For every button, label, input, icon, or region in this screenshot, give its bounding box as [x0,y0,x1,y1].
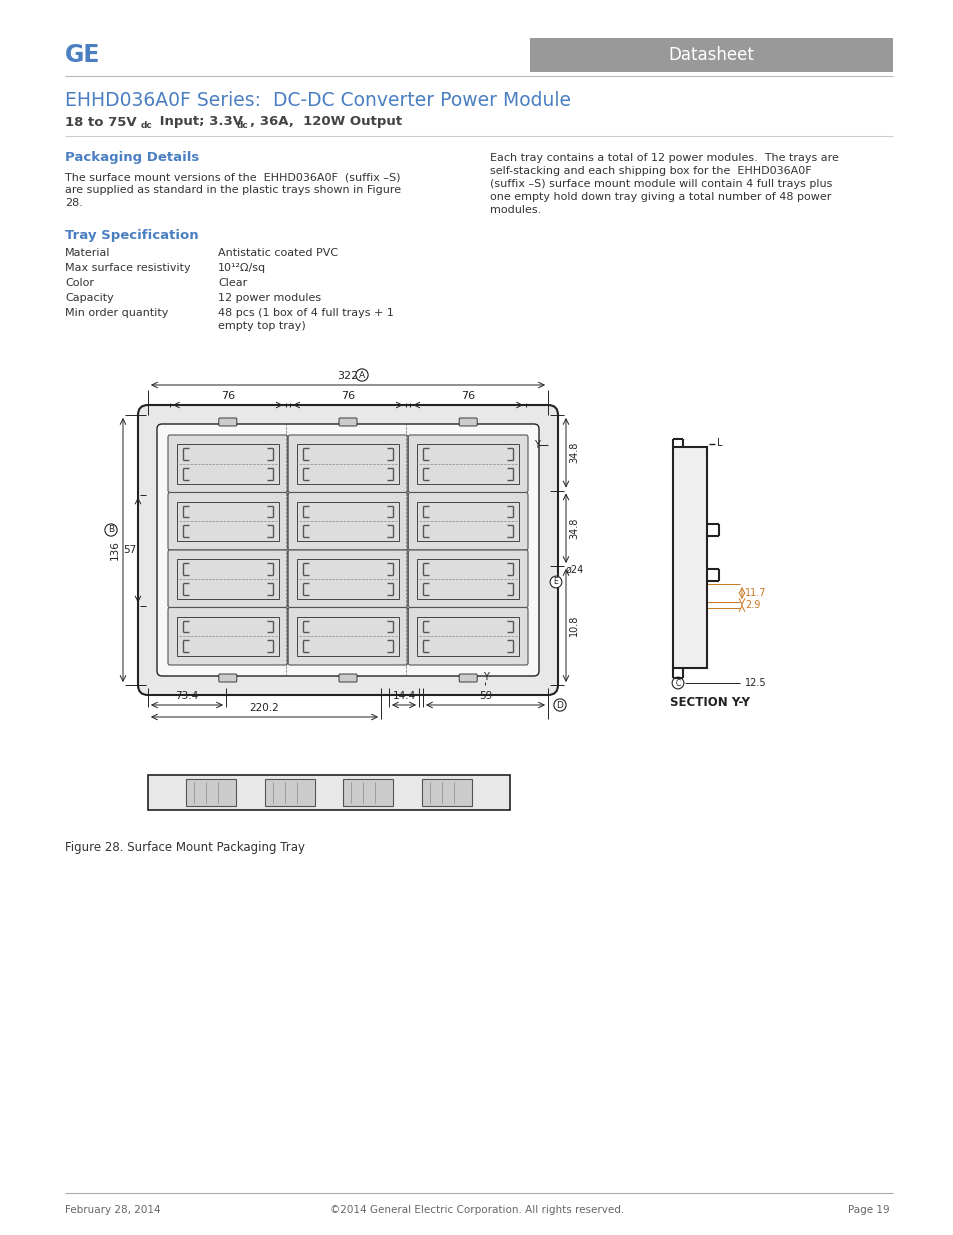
Bar [416,445,518,483]
Text: Color: Color [65,278,94,288]
Text: The surface mount versions of the  EHHD036A0F  (suffix –S): The surface mount versions of the EHHD03… [65,172,400,182]
Bar [177,501,278,541]
Text: SECTION Y-Y: SECTION Y-Y [669,697,749,709]
Text: GE: GE [65,43,100,67]
Text: 34.8: 34.8 [568,442,578,463]
Text: Each tray contains a total of 12 power modules.  The trays are: Each tray contains a total of 12 power m… [490,153,838,163]
Text: Packaging Details: Packaging Details [65,152,199,164]
Text: ø24: ø24 [565,564,583,576]
Text: ©2014 General Electric Corporation. All rights reserved.: ©2014 General Electric Corporation. All … [330,1205,623,1215]
Bar [177,445,278,483]
Text: dc: dc [236,121,249,131]
FancyBboxPatch shape [157,424,538,676]
Text: 12.5: 12.5 [744,678,766,688]
Text: 73.4: 73.4 [175,692,198,701]
Text: empty top tray): empty top tray) [218,321,305,331]
FancyBboxPatch shape [168,608,288,664]
Text: E: E [553,578,558,587]
Text: 57: 57 [123,545,136,555]
FancyBboxPatch shape [138,405,558,695]
Text: 2.9: 2.9 [744,600,760,610]
Bar [672,447,706,668]
Text: C: C [675,678,679,688]
Text: Y: Y [482,672,488,682]
Text: 10¹²Ω/sq: 10¹²Ω/sq [218,263,266,273]
Bar [416,616,518,656]
Bar [530,38,892,72]
Text: A: A [358,370,365,379]
Text: 10.8: 10.8 [568,615,578,636]
FancyBboxPatch shape [288,493,407,550]
Text: 14.4: 14.4 [392,692,416,701]
FancyBboxPatch shape [168,550,288,608]
Bar [296,559,398,599]
Text: 136: 136 [110,540,120,559]
Bar [296,501,398,541]
Text: modules.: modules. [490,205,540,215]
Text: Page 19: Page 19 [847,1205,889,1215]
Text: 220.2: 220.2 [250,703,279,713]
Text: Y: Y [534,440,539,450]
Text: are supplied as standard in the plastic trays shown in Figure: are supplied as standard in the plastic … [65,185,400,195]
Text: 59: 59 [478,692,492,701]
Text: Figure 28. Surface Mount Packaging Tray: Figure 28. Surface Mount Packaging Tray [65,841,305,855]
Text: 48 pcs (1 box of 4 full trays + 1: 48 pcs (1 box of 4 full trays + 1 [218,308,394,317]
Text: 76: 76 [220,391,234,401]
Bar [186,779,236,806]
Bar [296,616,398,656]
Bar [343,779,393,806]
FancyBboxPatch shape [288,550,407,608]
Bar [421,779,471,806]
FancyBboxPatch shape [218,674,236,682]
Text: 76: 76 [340,391,355,401]
Text: dc: dc [141,121,152,131]
Text: Capacity: Capacity [65,293,113,303]
Bar [177,559,278,599]
Text: Antistatic coated PVC: Antistatic coated PVC [218,248,337,258]
Text: Min order quantity: Min order quantity [65,308,168,317]
Text: 76: 76 [460,391,475,401]
Text: EHHD036A0F Series:  DC-DC Converter Power Module: EHHD036A0F Series: DC-DC Converter Power… [65,90,571,110]
Text: one empty hold down tray giving a total number of 48 power: one empty hold down tray giving a total … [490,191,830,203]
FancyBboxPatch shape [288,435,407,493]
Text: Material: Material [65,248,111,258]
Text: Max surface resistivity: Max surface resistivity [65,263,191,273]
Text: D: D [556,700,563,709]
Text: 18 to 75V: 18 to 75V [65,116,136,128]
FancyBboxPatch shape [218,417,236,426]
FancyBboxPatch shape [288,608,407,664]
Text: 34.8: 34.8 [568,517,578,538]
Bar [265,779,314,806]
Bar [177,616,278,656]
Text: self-stacking and each shipping box for the  EHHD036A0F: self-stacking and each shipping box for … [490,165,811,177]
Text: , 36A,  120W Output: , 36A, 120W Output [250,116,402,128]
Bar [296,445,398,483]
FancyBboxPatch shape [458,417,476,426]
FancyBboxPatch shape [168,493,288,550]
FancyBboxPatch shape [408,435,527,493]
Text: (suffix –S) surface mount module will contain 4 full trays plus: (suffix –S) surface mount module will co… [490,179,832,189]
Text: 11.7: 11.7 [744,588,765,598]
Text: B: B [108,526,114,535]
FancyBboxPatch shape [408,608,527,664]
Text: 12 power modules: 12 power modules [218,293,321,303]
Bar [148,776,510,810]
FancyBboxPatch shape [338,417,356,426]
Text: L: L [717,438,721,448]
FancyBboxPatch shape [168,435,288,493]
Text: Clear: Clear [218,278,247,288]
Text: 322: 322 [337,370,358,382]
Text: Tray Specification: Tray Specification [65,228,198,242]
FancyBboxPatch shape [338,674,356,682]
Text: February 28, 2014: February 28, 2014 [65,1205,160,1215]
FancyBboxPatch shape [408,550,527,608]
Bar [416,501,518,541]
Text: 28.: 28. [65,198,83,207]
FancyBboxPatch shape [458,674,476,682]
Bar [416,559,518,599]
FancyBboxPatch shape [408,493,527,550]
Text: Input; 3.3V: Input; 3.3V [154,116,243,128]
Text: Datasheet: Datasheet [668,46,754,64]
